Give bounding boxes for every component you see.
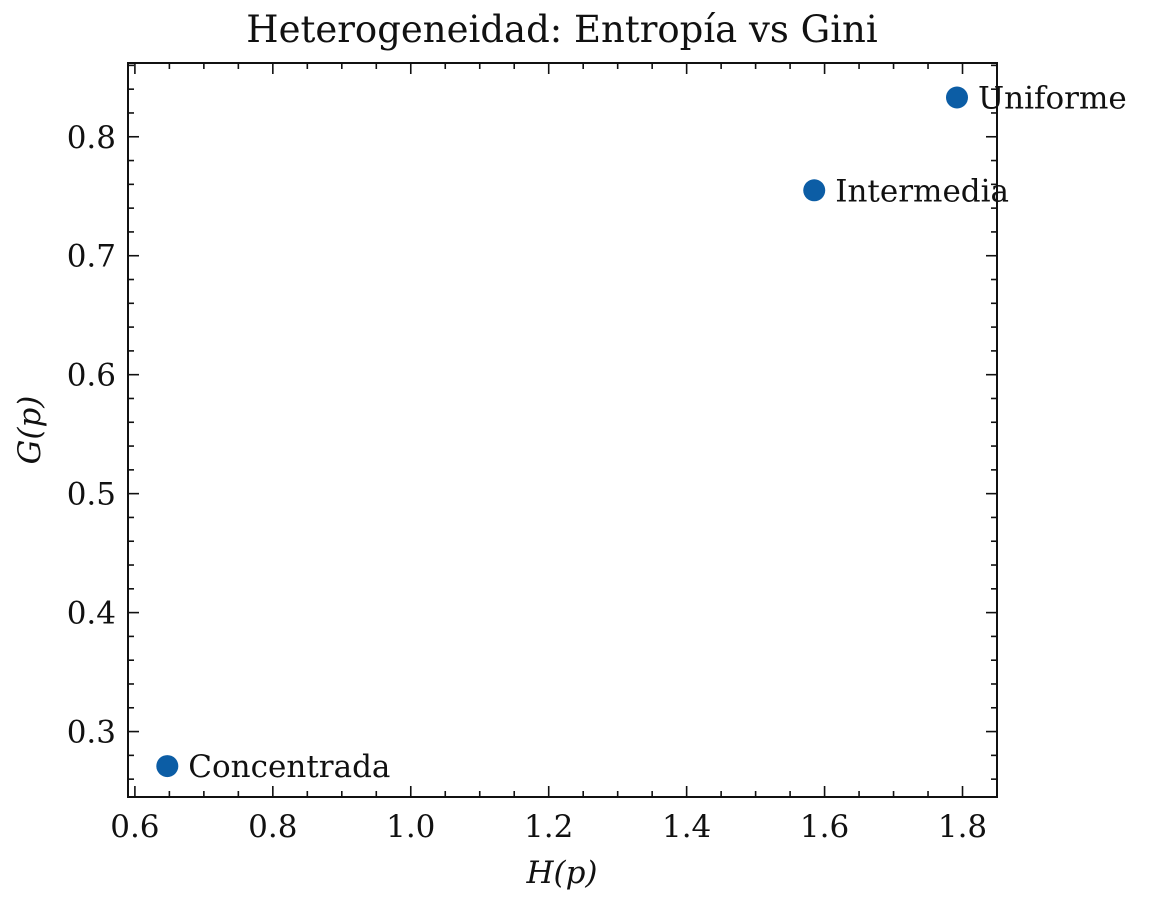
data-point	[945, 86, 968, 109]
y-tick-label: 0.5	[67, 477, 116, 513]
x-tick-label: 1.8	[938, 809, 987, 845]
chart-title: Heterogeneidad: Entropía vs Gini	[246, 8, 877, 51]
point-label: Uniforme	[978, 80, 1127, 116]
plot-area-frame	[127, 62, 998, 798]
point-label: Intermedia	[835, 173, 1009, 209]
data-point	[803, 179, 826, 202]
point-labels: Concentrada Intermedia Uniforme	[188, 80, 1126, 785]
x-tick-label: 0.8	[248, 809, 297, 845]
y-tick-label: 0.4	[67, 596, 116, 632]
x-tick-label: 1.2	[524, 809, 573, 845]
y-tick-label: 0.7	[67, 239, 116, 275]
x-tick-label: 1.4	[662, 809, 711, 845]
axis-ticks	[128, 63, 998, 797]
y-tick-label: 0.6	[67, 358, 116, 394]
y-tick-label: 0.8	[67, 120, 116, 156]
point-label: Concentrada	[188, 749, 390, 785]
y-axis-label: G(p)	[12, 396, 48, 465]
data-points	[156, 86, 968, 778]
x-tick-label: 1.0	[386, 809, 435, 845]
y-tick-label: 0.3	[67, 715, 116, 751]
x-tick-label: 0.6	[110, 809, 159, 845]
axis-tick-labels: 0.6 0.8 1.0 1.2 1.4 1.6 1.8 0.3 0.4 0.5 0.6 0.7 0.8	[67, 120, 987, 845]
x-axis-label: H(p)	[525, 855, 597, 891]
data-point	[156, 755, 179, 778]
x-tick-label: 1.6	[800, 809, 849, 845]
